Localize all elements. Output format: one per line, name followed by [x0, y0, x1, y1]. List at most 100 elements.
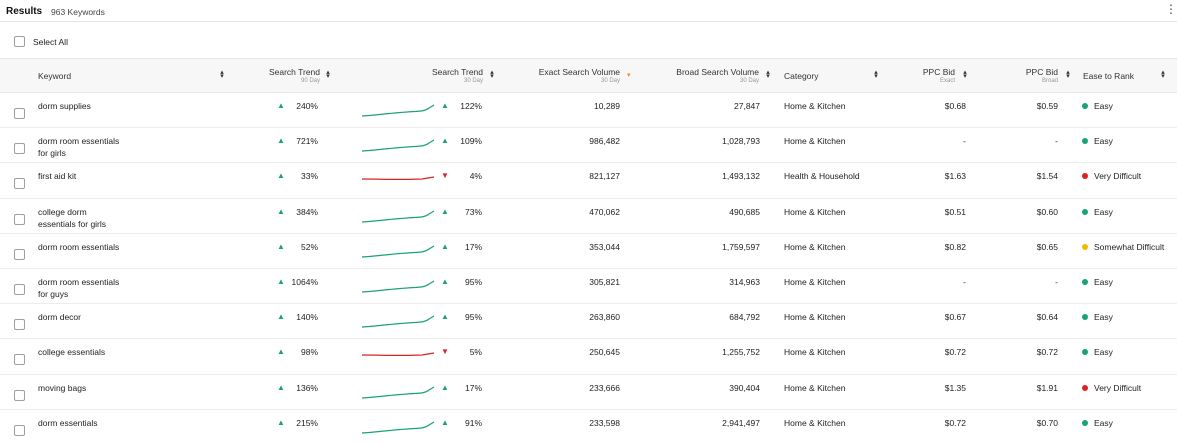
table-row[interactable]: first aid kit ▲ 33% ▼ 4% 821,127 1,493,1…: [0, 163, 1177, 199]
sort-exact-volume-active-icon[interactable]: ▾: [627, 72, 631, 79]
trend-90-up-icon: ▲: [277, 312, 285, 322]
col-exact-volume-sub: 30 Day: [600, 78, 620, 84]
sort-ease-icon[interactable]: ▴ ▾: [1161, 69, 1165, 80]
table-row[interactable]: dorm supplies ▲ 240% ▲ 122% 10,289 27,84…: [0, 93, 1177, 129]
table-row[interactable]: dorm decor ▲ 140% ▲ 95% 263,860 684,792 …: [0, 304, 1177, 340]
col-ppc-broad[interactable]: PPC Bid Broad: [1000, 67, 1058, 85]
row-checkbox[interactable]: [14, 284, 25, 295]
trend-90-up-icon: ▲: [277, 382, 285, 392]
keyword-cell[interactable]: moving bags: [38, 382, 153, 394]
ppc-exact-value: $0.82: [944, 241, 966, 252]
keyword-line-1: college essentials: [38, 347, 106, 358]
sort-keyword-icon[interactable]: ▴ ▾: [220, 69, 224, 80]
col-search-trend-30[interactable]: Search Trend 30 Day: [403, 67, 483, 85]
keyword-line-1: dorm room essentials: [38, 136, 120, 147]
table-row[interactable]: dorm room essentials ▲ 52% ▲ 17% 353,044…: [0, 234, 1177, 269]
keyword-cell[interactable]: dorm room essentials for girls: [38, 135, 153, 159]
keyword-cell[interactable]: first aid kit: [38, 170, 153, 182]
select-all-bar: Select All: [0, 22, 1177, 59]
sort-category-icon[interactable]: ▴ ▾: [874, 69, 878, 80]
ease-indicator-dot: [1082, 279, 1088, 285]
ppc-exact-value: $0.72: [944, 347, 966, 358]
exact-volume-value: 10,289: [594, 101, 620, 111]
trend-90-value: 33%: [300, 171, 318, 182]
trend-30-value: 17%: [464, 241, 482, 252]
col-search-trend-90[interactable]: Search Trend 90 Day: [240, 67, 320, 85]
keyword-cell[interactable]: college dorm essentials for girls: [38, 206, 153, 230]
trend-90-up-icon: ▲: [277, 101, 285, 110]
trend-30-value: 95%: [464, 312, 482, 323]
col-exact-volume[interactable]: Exact Search Volume 30 Day: [520, 67, 620, 85]
select-all-label: Select All: [33, 37, 68, 47]
row-checkbox[interactable]: [14, 248, 25, 260]
ease-value: Easy: [1094, 101, 1113, 111]
sort-search-trend-90-icon[interactable]: ▴ ▾: [326, 69, 330, 80]
ease-indicator-dot: [1082, 103, 1088, 109]
trend-30-up-icon: ▲: [441, 206, 449, 216]
sort-search-trend-30-icon[interactable]: ▴ ▾: [490, 69, 494, 80]
select-all-checkbox[interactable]: [14, 36, 25, 47]
ease-value: Easy: [1094, 417, 1113, 428]
ppc-broad-value: -: [1055, 277, 1058, 287]
sort-ppc-exact-icon[interactable]: ▴ ▾: [963, 69, 967, 80]
ease-indicator-dot: [1082, 419, 1088, 426]
col-broad-volume-sub: 30 Day: [739, 78, 759, 84]
ppc-exact-value: $1.35: [944, 382, 966, 393]
ease-indicator-dot: [1082, 349, 1088, 356]
broad-volume-value: 314,963: [729, 277, 760, 287]
category-value: Home & Kitchen: [784, 101, 846, 111]
category-value: Home & Kitchen: [784, 277, 846, 287]
row-checkbox[interactable]: [14, 389, 25, 401]
row-checkbox[interactable]: [14, 319, 25, 331]
keyword-cell[interactable]: dorm essentials: [38, 417, 153, 429]
table-row[interactable]: college essentials ▲ 98% ▼ 5% 250,645 1,…: [0, 339, 1177, 375]
keyword-line-1: dorm room essentials: [38, 277, 120, 287]
col-keyword[interactable]: Keyword: [38, 71, 72, 81]
trend-30-value: 73%: [464, 206, 482, 217]
table-row[interactable]: dorm essentials ▲ 215% ▲ 91% 233,598 2,9…: [0, 410, 1177, 444]
col-ppc-exact[interactable]: PPC Bid Exact: [900, 67, 955, 85]
category-value: Home & Kitchen: [784, 382, 846, 393]
trend-30-up-icon: ▲: [441, 417, 449, 427]
ppc-exact-value: $0.67: [944, 312, 966, 323]
results-title: Results: [6, 6, 43, 17]
col-ppc-exact-label: PPC Bid: [922, 67, 955, 77]
col-ppc-broad-label: PPC Bid: [1025, 67, 1058, 77]
more-options-icon[interactable]: ⋮: [1165, 2, 1177, 16]
col-search-trend-90-label: Search Trend: [268, 67, 320, 77]
table-row[interactable]: moving bags ▲ 136% ▲ 17% 233,666 390,404…: [0, 375, 1177, 410]
col-ease[interactable]: Ease to Rank: [1083, 71, 1135, 81]
ppc-broad-value: $1.54: [1036, 171, 1058, 182]
ppc-broad-value: $0.65: [1036, 241, 1058, 252]
row-checkbox[interactable]: [14, 424, 25, 436]
table-row[interactable]: dorm room essentials for guys ▲ 1064% ▲ …: [0, 269, 1177, 305]
sort-ppc-broad-icon[interactable]: ▴ ▾: [1066, 69, 1070, 80]
sparkline: [362, 386, 435, 399]
keyword-cell[interactable]: dorm room essentials for guys: [38, 276, 153, 300]
keyword-cell[interactable]: dorm room essentials: [38, 241, 153, 253]
exact-volume-value: 470,062: [589, 206, 620, 217]
keyword-cell[interactable]: dorm supplies: [38, 100, 153, 112]
trend-90-value: 52%: [300, 241, 318, 252]
col-ppc-exact-sub: Exact: [939, 78, 955, 84]
keyword-cell[interactable]: dorm decor: [38, 311, 153, 323]
col-category[interactable]: Category: [784, 71, 819, 81]
broad-volume-value: 1,759,597: [722, 241, 760, 252]
broad-volume-value: 1,028,793: [722, 136, 760, 147]
trend-90-up-icon: ▲: [277, 277, 285, 286]
table-row[interactable]: dorm room essentials for girls ▲ 721% ▲ …: [0, 128, 1177, 164]
row-checkbox[interactable]: [14, 108, 25, 119]
table-row[interactable]: college dorm essentials for girls ▲ 384%…: [0, 199, 1177, 234]
row-checkbox[interactable]: [14, 213, 25, 225]
ease-indicator-dot: [1082, 384, 1088, 391]
keyword-cell[interactable]: college essentials: [38, 346, 153, 358]
row-checkbox[interactable]: [14, 354, 25, 366]
trend-90-value: 215%: [296, 417, 318, 428]
sort-broad-volume-icon[interactable]: ▴ ▾: [766, 69, 770, 80]
row-checkbox[interactable]: [14, 178, 25, 190]
col-search-trend-30-label: Search Trend: [431, 67, 483, 77]
col-broad-volume[interactable]: Broad Search Volume 30 Day: [657, 67, 759, 85]
ppc-exact-value: -: [963, 136, 966, 147]
row-checkbox[interactable]: [14, 143, 25, 155]
sparkline: [362, 176, 435, 181]
